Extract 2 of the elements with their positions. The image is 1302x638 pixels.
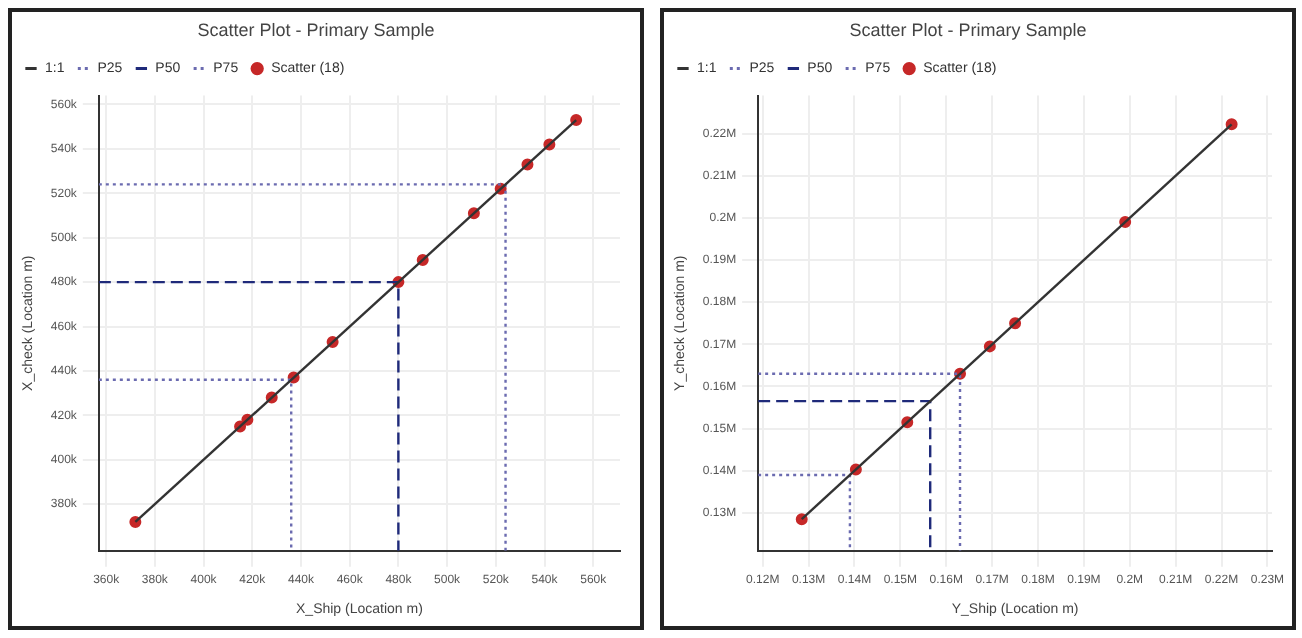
chart-title: Scatter Plot - Primary Sample bbox=[849, 19, 1087, 40]
chart-title: Scatter Plot - Primary Sample bbox=[197, 19, 435, 40]
